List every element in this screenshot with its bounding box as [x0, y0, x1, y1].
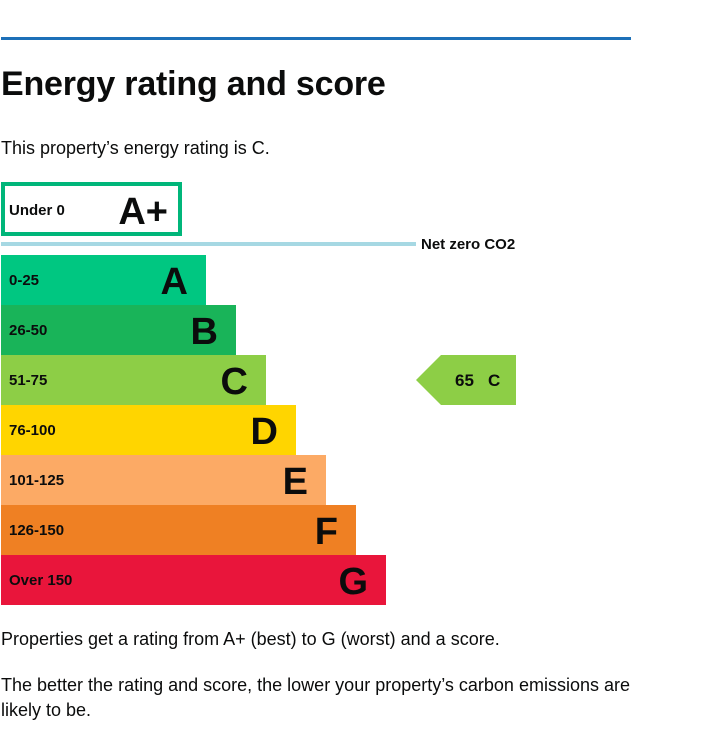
band-d: 76-100 D	[1, 405, 296, 455]
rating-range-note: Properties get a rating from A+ (best) t…	[1, 629, 500, 649]
band-a: 0-25 A	[1, 255, 206, 305]
net-zero-label: Net zero CO2	[421, 236, 515, 253]
current-rating-letter: C	[488, 371, 500, 390]
band-range-label: 0-25	[9, 272, 39, 289]
band-range-label: 101-125	[9, 472, 64, 489]
band-bar	[1, 405, 296, 455]
section-divider	[1, 37, 631, 40]
band-bar	[1, 505, 356, 555]
band-g: Over 150 G	[1, 555, 386, 605]
band-bar	[1, 355, 266, 405]
band-letter-label: E	[283, 461, 308, 503]
aplus-band-range: Under 0	[9, 202, 65, 219]
rating-explanation: The better the rating and score, the low…	[1, 675, 630, 720]
energy-rating-chart: Under 0 A+ Net zero CO2 0-25 A26-50 B51-75…	[1, 182, 516, 605]
rating-bands: 0-25 A 26-50 B 51-75 C 76-100 D 101-125 E 126-150 F…	[1, 255, 386, 605]
band-range-label: 26-50	[9, 322, 47, 339]
band-letter-label: A	[161, 261, 188, 303]
aplus-band: Under 0 A+	[1, 182, 182, 236]
band-bar	[1, 305, 236, 355]
band-e: 101-125 E	[1, 455, 326, 505]
band-c: 51-75 C	[1, 355, 266, 405]
band-bar	[1, 555, 386, 605]
band-range-label: Over 150	[9, 572, 72, 589]
band-letter-label: G	[338, 561, 368, 603]
current-score: 65	[455, 371, 474, 390]
current-rating-marker: 65 C	[416, 355, 516, 405]
band-bar	[1, 455, 326, 505]
aplus-band-box	[1, 182, 182, 236]
band-bar	[1, 255, 206, 305]
page-heading: Energy rating and score	[1, 65, 386, 103]
band-f: 126-150 F	[1, 505, 356, 555]
band-range-label: 51-75	[9, 372, 47, 389]
aplus-band-letter: A+	[118, 191, 168, 233]
band-range-label: 76-100	[9, 422, 56, 439]
current-rating-arrow	[416, 355, 516, 405]
band-letter-label: B	[191, 311, 218, 353]
band-letter-label: C	[221, 361, 248, 403]
band-b: 26-50 B	[1, 305, 236, 355]
energy-rating-statement: This property’s energy rating is C.	[1, 138, 270, 158]
band-letter-label: D	[251, 411, 278, 453]
band-range-label: 126-150	[9, 522, 64, 539]
band-letter-label: F	[315, 511, 338, 553]
